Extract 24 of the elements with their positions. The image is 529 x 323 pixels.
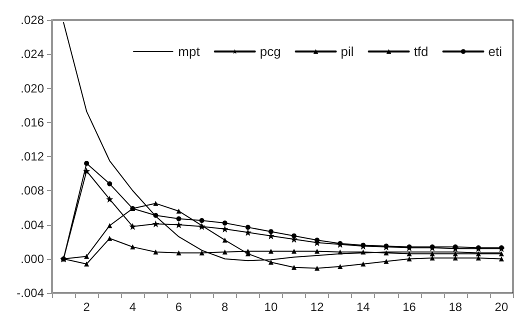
legend-label: tfd bbox=[414, 44, 428, 59]
legend-label: pcg bbox=[260, 44, 281, 59]
y-tick-label: .008 bbox=[20, 184, 44, 198]
y-tick-label: .024 bbox=[20, 47, 44, 62]
y-tick-label: .016 bbox=[20, 115, 44, 130]
legend-label: eti bbox=[488, 44, 502, 59]
x-tick-label: 10 bbox=[264, 300, 278, 314]
legend-label: pil bbox=[340, 44, 354, 59]
y-tick-label: .004 bbox=[20, 218, 44, 232]
legend-label: mpt bbox=[178, 44, 200, 59]
x-tick-label: 6 bbox=[175, 300, 182, 314]
x-tick-label: 18 bbox=[448, 300, 462, 314]
x-tick-label: 4 bbox=[129, 300, 136, 314]
x-tick-label: 12 bbox=[310, 300, 324, 314]
x-tick-label: 20 bbox=[494, 300, 508, 314]
y-tick-label: .000 bbox=[20, 252, 44, 266]
x-tick-label: 14 bbox=[356, 300, 370, 314]
x-tick-label: 8 bbox=[222, 300, 229, 314]
y-tick-label: -.004 bbox=[16, 286, 44, 300]
y-tick-label: .028 bbox=[20, 13, 44, 27]
y-tick-label: .012 bbox=[20, 150, 44, 164]
x-tick-label: 2 bbox=[83, 300, 90, 314]
x-tick-label: 16 bbox=[402, 300, 416, 314]
y-tick-label: .020 bbox=[20, 81, 44, 96]
